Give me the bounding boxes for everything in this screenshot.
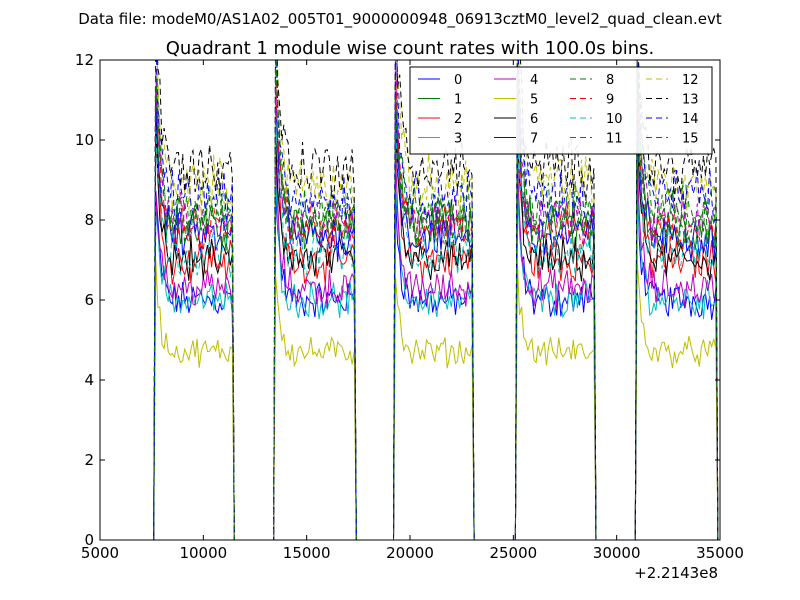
- x-tick-label: 30000: [593, 544, 641, 562]
- chart-title: Quadrant 1 module wise count rates with …: [166, 38, 655, 59]
- legend-label-13: 13: [682, 93, 699, 108]
- legend-label-5: 5: [530, 93, 538, 108]
- chart-suptitle: Data file: modeM0/AS1A02_005T01_90000009…: [78, 10, 722, 29]
- series-line-15: [151, 60, 719, 540]
- y-tick-label: 6: [84, 291, 94, 309]
- legend-label-3: 3: [454, 132, 462, 147]
- series-line-3: [151, 175, 719, 540]
- y-tick-label: 0: [84, 531, 94, 549]
- series-line-14: [151, 60, 719, 540]
- legend-label-0: 0: [454, 73, 462, 88]
- x-tick-label: 20000: [386, 544, 434, 562]
- series-line-0: [151, 182, 719, 540]
- x-tick-label: 25000: [489, 544, 537, 562]
- y-tick-label: 10: [75, 131, 94, 149]
- legend-label-4: 4: [530, 73, 538, 88]
- series-line-6: [151, 119, 719, 540]
- x-tick-label: 5000: [81, 544, 119, 562]
- legend-label-15: 15: [682, 132, 699, 147]
- x-tick-label: 10000: [179, 544, 227, 562]
- legend-label-11: 11: [606, 132, 623, 147]
- legend-label-14: 14: [682, 112, 699, 127]
- y-tick-label: 4: [84, 371, 94, 389]
- legend-label-2: 2: [454, 112, 462, 127]
- series-line-5: [151, 260, 719, 540]
- legend-label-7: 7: [530, 132, 538, 147]
- y-tick-label: 2: [84, 451, 94, 469]
- series-line-9: [151, 69, 719, 540]
- legend-box: [409, 66, 713, 155]
- legend-label-1: 1: [454, 93, 462, 108]
- legend-label-6: 6: [530, 112, 538, 127]
- series-line-1: [151, 64, 719, 540]
- axis-ticks: 5000 10000 15000 20000 25000 30000 35000 0 2 4 6 8 1…: [75, 51, 744, 562]
- series-line-4: [151, 154, 719, 540]
- series-line-7: [151, 86, 719, 540]
- y-tick-label: 8: [84, 211, 94, 229]
- legend-label-9: 9: [606, 93, 614, 108]
- series-line-12: [151, 60, 719, 540]
- series-line-2: [151, 123, 719, 540]
- legend-label-8: 8: [606, 73, 614, 88]
- x-offset-label: +2.2143e8: [634, 564, 718, 582]
- series-line-10: [151, 111, 719, 540]
- x-tick-label: 15000: [283, 544, 331, 562]
- legend-label-12: 12: [682, 73, 699, 88]
- legend-label-10: 10: [606, 112, 623, 127]
- x-tick-label: 35000: [696, 544, 744, 562]
- y-tick-label: 12: [75, 51, 94, 69]
- plot-lines: [151, 60, 719, 540]
